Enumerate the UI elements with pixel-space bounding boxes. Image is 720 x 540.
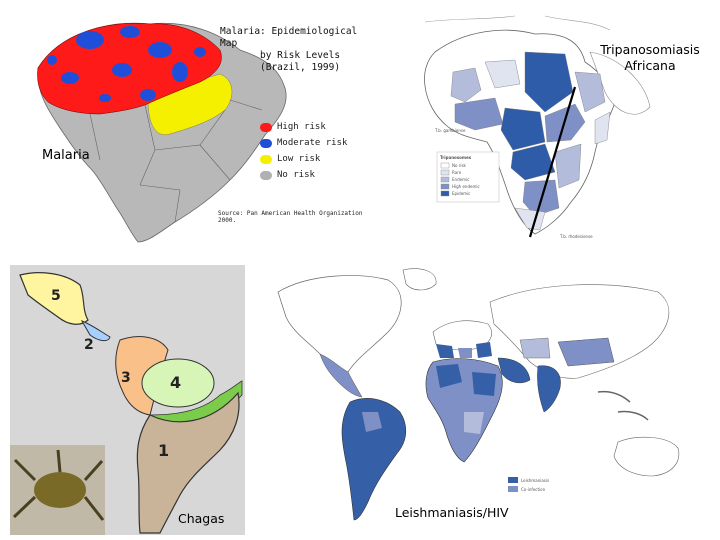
- zone-label: 2: [84, 337, 94, 353]
- legend-item-low: Low risk: [260, 154, 320, 164]
- title-line: Malaria: Epidemiological Map: [220, 26, 358, 49]
- latin-america-map-graphic: [10, 272, 243, 535]
- world-map-graphic: [277, 268, 680, 521]
- legend-label: High risk: [277, 122, 326, 132]
- zone-label: 5: [51, 288, 61, 304]
- world-map-panel: Leishmaniasis Co-infection: [258, 262, 720, 522]
- legend-label: No risk: [277, 170, 315, 180]
- africa-map-graphic: [424, 15, 651, 238]
- africa-key-label: Epidemic: [452, 191, 471, 196]
- leishmaniasis-label: Leishmaniasis/HIV: [395, 505, 509, 520]
- zone-label: 4: [170, 373, 182, 392]
- zone-label: 3: [121, 370, 131, 386]
- legend-swatch: [260, 154, 272, 164]
- legend-label: Moderate risk: [277, 138, 348, 148]
- legend-label: Low risk: [277, 154, 321, 164]
- moderate-risk-patches: [47, 26, 206, 102]
- legend-item-high: High risk: [260, 122, 326, 132]
- africa-key-label: Endemic: [452, 177, 470, 182]
- africa-key-label: Rare: [452, 170, 462, 175]
- legend-swatch: [260, 138, 272, 148]
- malaria-map-panel: Malaria: Epidemiological Map by Risk Lev…: [30, 10, 380, 250]
- malaria-source: Source: Pan American Health Organization…: [218, 210, 363, 224]
- legend-swatch: [260, 122, 272, 132]
- leish-key-swatch: [508, 486, 518, 492]
- africa-tag-rhodesiense: T.b. rhodesiense: [560, 234, 593, 239]
- divide-line: [528, 86, 577, 238]
- brazil-map-graphic: [37, 22, 287, 243]
- leish-key-swatch: [508, 477, 518, 483]
- legend-item-moderate: Moderate risk: [260, 138, 347, 148]
- malaria-map-title: Malaria: Epidemiological Map by Risk Lev…: [220, 26, 380, 74]
- chagas-map-panel: 5 2 3 4 1: [10, 265, 245, 535]
- leish-key-label: Co-infection: [521, 487, 546, 492]
- africa-key-title: Tripanosomes: [440, 155, 472, 160]
- title-line: by Risk Levels: [260, 50, 341, 61]
- leish-key-label: Leishmaniasis: [521, 478, 550, 483]
- label-line: Tripanosomiasis: [600, 42, 700, 57]
- zone-2-region: [80, 320, 111, 342]
- title-line: (Brazil, 1999): [260, 62, 341, 73]
- zone-label: 1: [158, 441, 170, 460]
- tripanosomiasis-label: Tripanosomiasis Africana: [590, 42, 710, 74]
- zone-1-region: [136, 391, 240, 534]
- africa-key-label: No risk: [452, 163, 466, 168]
- legend-item-none: No risk: [260, 170, 315, 180]
- legend-swatch: [260, 170, 272, 180]
- chagas-label: Chagas: [178, 511, 225, 526]
- zone-5-region: [19, 272, 89, 325]
- africa-tag-gambiense: T.b. gambiense: [435, 128, 466, 133]
- zone-4-region: [141, 358, 215, 408]
- triatomine-bug-image: [34, 472, 86, 508]
- malaria-label: Malaria: [42, 148, 90, 163]
- africa-map-panel: Tripanosomes No risk Rare Endemic High e…: [395, 12, 720, 252]
- label-line: Africana: [624, 58, 676, 73]
- africa-key-label: High endemic: [452, 184, 480, 189]
